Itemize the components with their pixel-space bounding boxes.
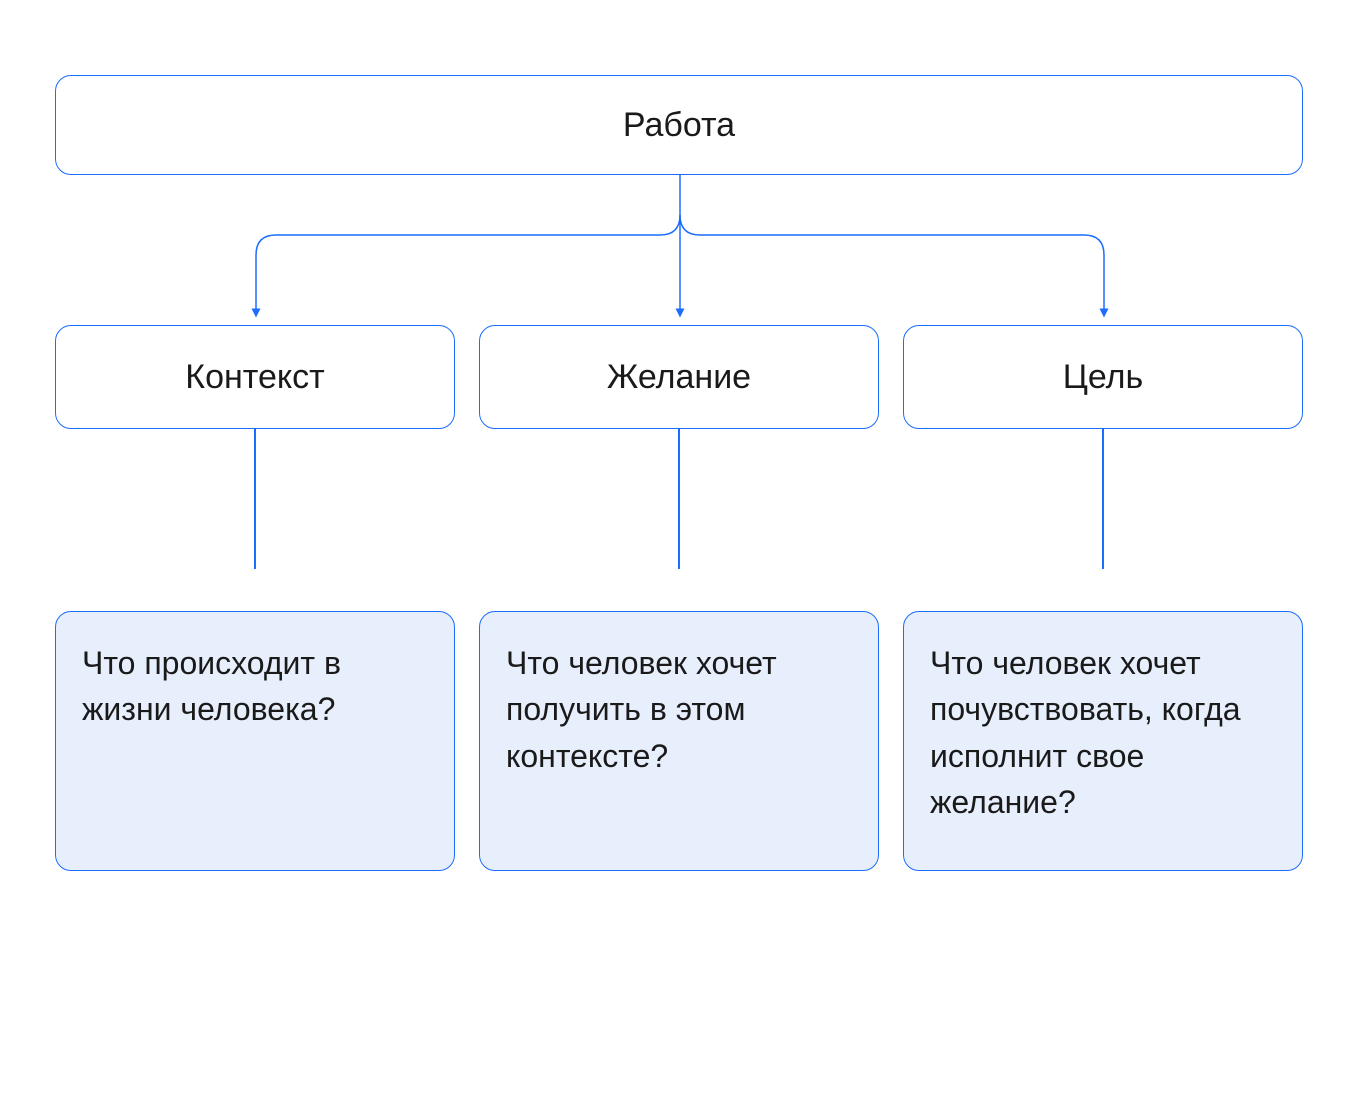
category-node-desire: Желание xyxy=(479,325,879,429)
root-label: Работа xyxy=(623,106,735,145)
category-label: Контекст xyxy=(185,358,324,397)
branching-connector xyxy=(56,175,1304,325)
flowchart-diagram: Работа Контекст Желание Цель xyxy=(55,75,1305,871)
description-node-goal: Что человек хочет почувствовать, когда и… xyxy=(903,611,1303,871)
vertical-line xyxy=(678,429,680,569)
description-text: Что происходит в жизни человека? xyxy=(82,640,428,733)
description-text: Что человек хочет почувствовать, когда и… xyxy=(930,640,1276,826)
description-node-desire: Что человек хочет получить в этом контек… xyxy=(479,611,879,871)
connector-cell xyxy=(479,429,879,569)
connector-cell xyxy=(55,429,455,569)
category-label: Цель xyxy=(1063,358,1143,397)
vertical-connectors xyxy=(55,429,1303,569)
category-node-goal: Цель xyxy=(903,325,1303,429)
description-text: Что человек хочет получить в этом контек… xyxy=(506,640,852,779)
category-row: Контекст Желание Цель xyxy=(55,325,1303,429)
vertical-line xyxy=(254,429,256,569)
vertical-line xyxy=(1102,429,1104,569)
description-row: Что происходит в жизни человека? Что чел… xyxy=(55,611,1303,871)
category-label: Желание xyxy=(607,358,751,397)
root-node: Работа xyxy=(55,75,1303,175)
description-node-context: Что происходит в жизни человека? xyxy=(55,611,455,871)
category-node-context: Контекст xyxy=(55,325,455,429)
connector-cell xyxy=(903,429,1303,569)
